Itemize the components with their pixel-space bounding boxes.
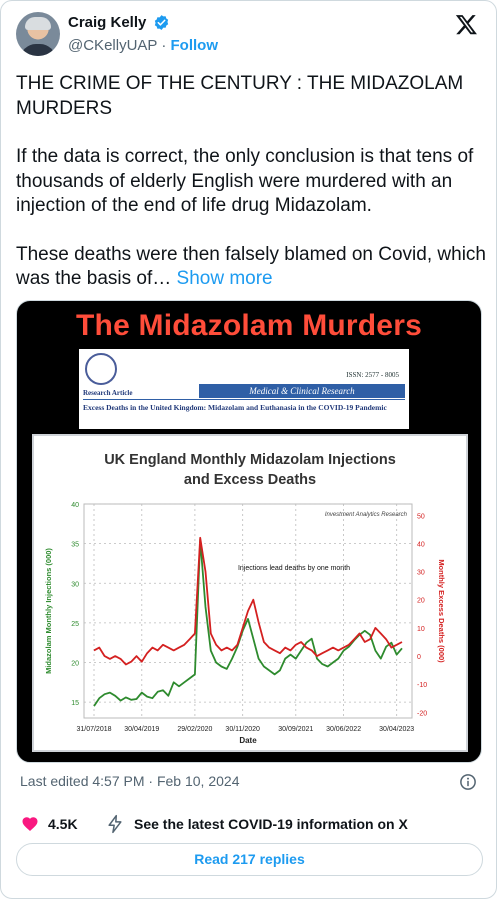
y-right-tick-label: 30: [417, 570, 425, 577]
y-left-tick-label: 15: [71, 700, 79, 707]
y-right-tick-label: 20: [417, 598, 425, 605]
y-left-axis-label: Midazolam Monthly Injections (000): [44, 548, 53, 674]
y-left-tick-label: 40: [71, 502, 79, 509]
x-axis-label: Date: [239, 736, 257, 745]
read-replies-button[interactable]: Read 217 replies: [16, 843, 483, 876]
y-right-axis-label: Monthly Excess Deaths (000): [437, 559, 446, 663]
info-icon[interactable]: [459, 773, 477, 791]
paper-title: Excess Deaths in the United Kingdom: Mid…: [83, 403, 387, 412]
x-tick-label: 30/06/2022: [326, 726, 361, 733]
y-right-tick-label: -20: [417, 710, 427, 717]
y-left-tick-label: 35: [71, 542, 79, 549]
x-logo-icon[interactable]: [455, 13, 478, 36]
chart-panel: UK England Monthly Midazolam Injections a…: [32, 434, 468, 752]
x-tick-label: 30/11/2020: [225, 726, 260, 733]
lightning-bolt-icon: [108, 814, 122, 834]
source-note: Investment Analytics Research: [325, 512, 408, 518]
midazolam-chart: UK England Monthly Midazolam Injections a…: [44, 452, 446, 745]
like-count[interactable]: 4.5K: [48, 816, 78, 832]
series-line-injections: [93, 538, 403, 707]
x-tick-label: 30/04/2019: [124, 726, 159, 733]
x-tick-label: 30/04/2023: [379, 726, 414, 733]
follow-button[interactable]: Follow: [170, 37, 219, 54]
author-handle-row: @CKellyUAP · Follow: [68, 37, 218, 54]
tweet-text: THE CRIME OF THE CENTURY : THE MIDAZOLAM…: [16, 72, 486, 316]
x-tick-label: 30/09/2021: [278, 726, 313, 733]
chart-title-line: UK England Monthly Midazolam Injections: [104, 452, 396, 468]
covid-info-link[interactable]: See the latest COVID-19 information on X: [134, 816, 408, 832]
y-left-tick-label: 25: [71, 621, 79, 628]
y-right-tick-label: 50: [417, 513, 425, 520]
author-handle[interactable]: @CKellyUAP: [68, 37, 158, 54]
y-left-tick-label: 30: [71, 581, 79, 588]
like-heart-icon[interactable]: [21, 815, 39, 833]
edited-timestamp[interactable]: Last edited 4:57 PM · Feb 10, 2024: [20, 773, 240, 789]
y-left-tick-label: 20: [71, 661, 79, 668]
action-row: 4.5K See the latest COVID-19 information…: [19, 814, 489, 836]
x-tick-label: 29/02/2020: [177, 726, 212, 733]
image-headline: The Midazolam Murders: [76, 309, 422, 342]
journal-name: Medical & Clinical Research: [199, 384, 405, 398]
tweet-image[interactable]: The Midazolam Murders ISSN: 2577 - 8005 …: [16, 300, 482, 763]
series-line-excess-deaths: [93, 536, 403, 666]
tweet-paragraph: THE CRIME OF THE CENTURY : THE MIDAZOLAM…: [16, 73, 464, 119]
journal-header: ISSN: 2577 - 8005 Research Article Medic…: [79, 349, 409, 429]
y-right-tick-label: 40: [417, 541, 425, 548]
tweet-paragraph: These deaths were then falsely blamed on…: [16, 243, 486, 290]
tweet-paragraph: If the data is correct, the only conclus…: [16, 146, 474, 216]
chart-annotation: Injections lead deaths by one month: [238, 565, 350, 572]
verified-badge-icon: [154, 15, 169, 30]
y-right-tick-label: 10: [417, 626, 425, 633]
avatar[interactable]: [16, 12, 60, 56]
y-right-tick-label: -10: [417, 682, 427, 689]
journal-logo-icon: [85, 353, 117, 385]
separator-dot: ·: [161, 37, 167, 54]
issn-text: ISSN: 2577 - 8005: [346, 371, 399, 379]
x-tick-label: 31/07/2018: [76, 726, 111, 733]
chart-title-line: and Excess Deaths: [184, 472, 316, 488]
article-type: Research Article: [83, 389, 133, 397]
author-name[interactable]: Craig Kelly: [68, 14, 147, 31]
show-more-link[interactable]: Show more: [176, 268, 273, 289]
plot-area: [83, 503, 413, 719]
y-right-tick-label: 0: [417, 654, 421, 661]
